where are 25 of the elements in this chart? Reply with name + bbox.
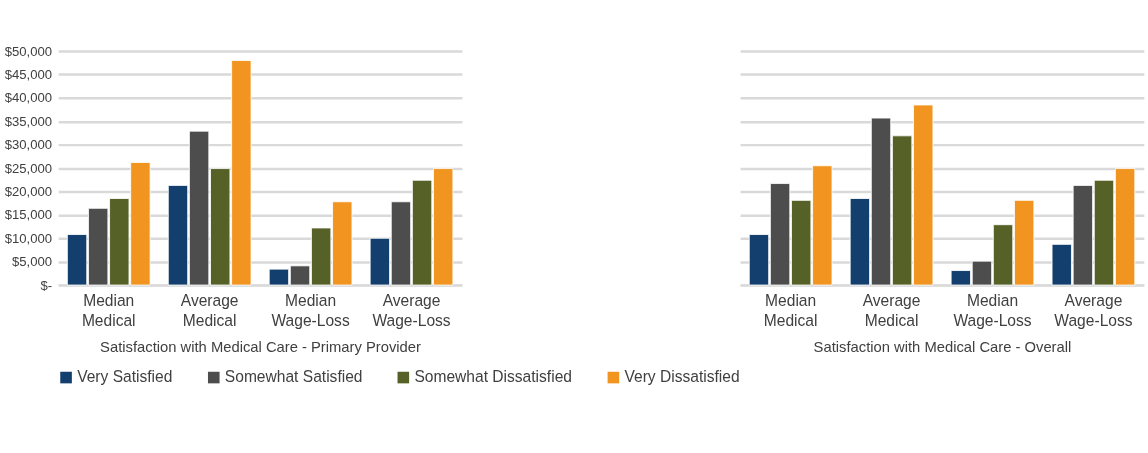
y-tick-label: $50,000 [4,43,53,59]
x-tick-label: Median Medical [763,291,818,329]
x-tick-label: Average Wage-Loss [1054,291,1133,329]
legend-label: Very Dissatisfied [624,368,740,386]
x-axis-title: Satisfaction with Medical Care - Primary Provider [100,338,422,355]
x-tick-label: Average Medical [862,291,921,329]
y-tick-label: $10,000 [4,230,53,246]
legend-label: Very Satisfied [77,368,173,386]
x-tick-label: Average Wage-Loss [372,291,451,329]
legend-label: Somewhat Satisfied [224,368,363,386]
y-tick-label: $- [40,277,53,293]
x-tick-label: Average Medical [180,291,239,329]
x-tick-label: Median Wage-Loss [953,291,1032,329]
y-tick-label: $5,000 [12,254,53,270]
x-tick-label: Median Medical [81,291,136,329]
y-tick-label: $40,000 [4,90,53,106]
x-tick-label: Median Wage-Loss [271,291,350,329]
y-tick-label: $15,000 [4,207,53,223]
y-tick-label: $30,000 [4,137,53,153]
legend-label: Somewhat Dissatisfied [414,368,572,386]
y-tick-label: $45,000 [4,67,53,83]
x-axis-title: Satisfaction with Medical Care - Overall [813,338,1072,355]
y-tick-label: $25,000 [4,160,53,176]
y-tick-label: $35,000 [4,113,53,129]
y-tick-label: $20,000 [4,184,53,199]
